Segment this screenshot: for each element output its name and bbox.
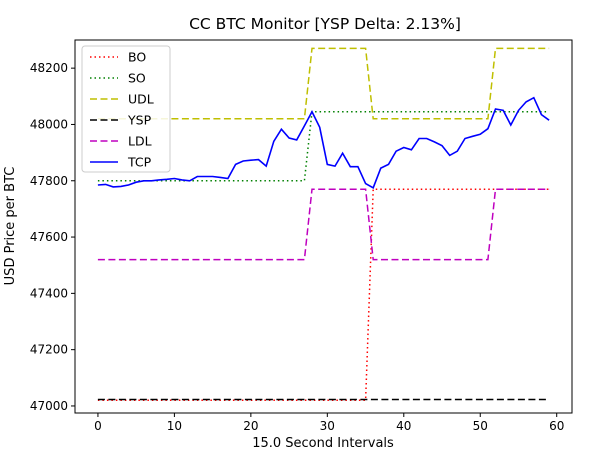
y-axis: 47000 47200 47400 47600 47800 48000 48200 — [30, 61, 75, 413]
y-tick-label: 47600 — [30, 230, 68, 244]
x-tick-label: 20 — [243, 419, 258, 433]
legend-label: BO — [128, 50, 146, 65]
x-tick-label: 40 — [396, 419, 411, 433]
y-tick-label: 47400 — [30, 286, 68, 300]
series-line-tcp — [97, 96, 550, 189]
y-tick-label: 47800 — [30, 174, 68, 188]
plot-frame — [74, 39, 573, 414]
x-tick-label: 0 — [94, 419, 102, 433]
y-tick-label: 48200 — [30, 61, 68, 75]
legend-label: YSP — [127, 113, 152, 128]
x-axis: 0 10 20 30 40 50 60 — [94, 413, 564, 433]
x-axis-label: 15.0 Second Intervals — [252, 436, 394, 451]
legend-label: TCP — [127, 155, 152, 170]
legend-label: UDL — [128, 92, 154, 107]
y-tick-label: 48000 — [30, 117, 68, 131]
legend-label: SO — [128, 71, 146, 86]
plot-series — [97, 47, 550, 402]
x-tick-label: 30 — [320, 419, 335, 433]
legend-label: LDL — [128, 134, 152, 149]
legend: BO SO UDL YSP LDL TCP — [81, 45, 171, 173]
x-tick-label: 50 — [473, 419, 488, 433]
x-tick-label: 10 — [167, 419, 182, 433]
x-tick-label: 60 — [549, 419, 564, 433]
y-axis-label: USD Price per BTC — [3, 167, 18, 286]
y-tick-label: 47200 — [30, 343, 68, 357]
chart-title: CC BTC Monitor [YSP Delta: 2.13%] — [189, 15, 461, 33]
legend-box — [81, 45, 171, 173]
y-tick-label: 47000 — [30, 399, 68, 413]
